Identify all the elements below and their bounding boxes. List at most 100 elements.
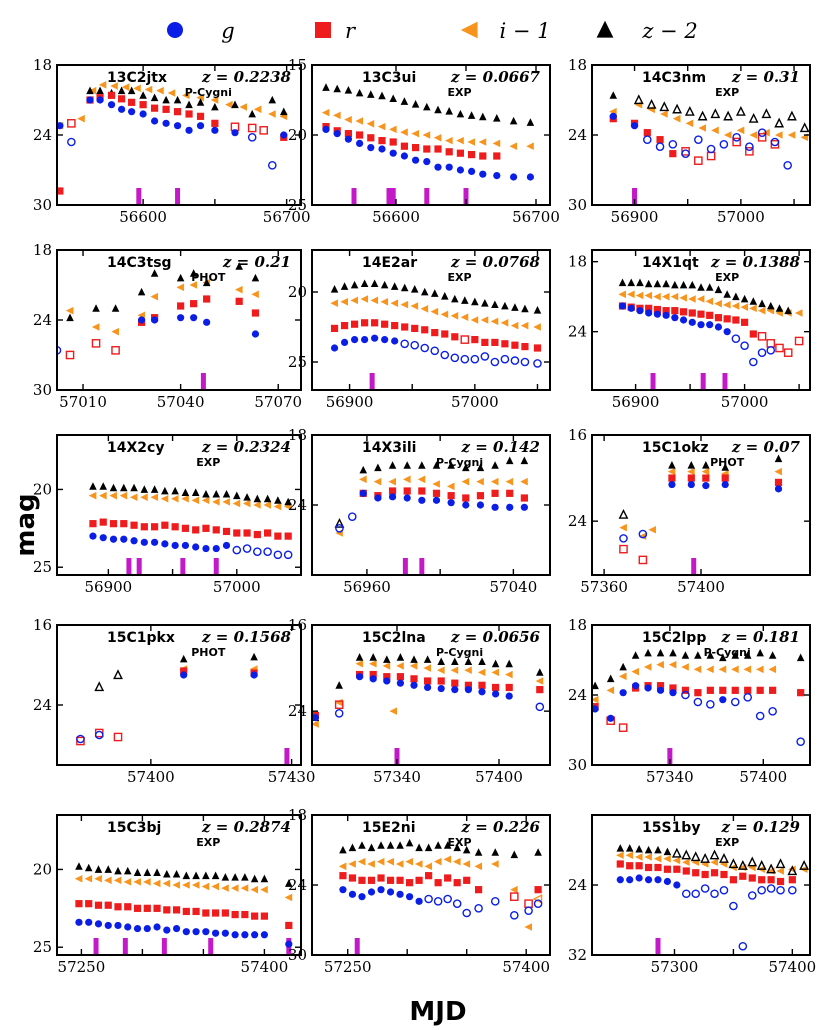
- data-point-i: [510, 885, 518, 894]
- panel-redshift: z = 0.181: [720, 628, 800, 646]
- data-point-g: [377, 886, 385, 894]
- data-point-z: [123, 866, 132, 875]
- spectrum-epoch-marker: [208, 938, 214, 955]
- y-tick-label: 20: [288, 283, 307, 301]
- data-point-r: [701, 870, 709, 879]
- data-point-i: [189, 281, 198, 289]
- spectrum-epoch-marker: [93, 938, 99, 955]
- data-point-z: [171, 486, 179, 495]
- data-point-z: [474, 848, 483, 856]
- data-point-z: [355, 88, 364, 97]
- data-point-r: [756, 686, 764, 694]
- data-point-z: [440, 292, 449, 300]
- data-point-g: [490, 357, 500, 367]
- data-point-r: [391, 322, 399, 330]
- spectrum-epoch-marker: [369, 373, 375, 390]
- data-point-i: [434, 857, 442, 866]
- data-point-z: [509, 116, 518, 125]
- data-point-r: [259, 126, 268, 135]
- data-point-i: [701, 467, 710, 476]
- data-point-z: [396, 653, 405, 661]
- data-point-g: [203, 318, 211, 326]
- x-tick-label: 57360: [580, 578, 628, 596]
- panel-redshift: z = 0.07: [731, 438, 801, 456]
- data-point-i: [698, 124, 707, 132]
- data-point-g: [280, 131, 288, 139]
- data-point-r: [424, 677, 432, 685]
- data-point-g: [89, 532, 97, 540]
- legend-marker-i: [460, 21, 478, 39]
- data-point-r: [196, 112, 205, 120]
- data-point-r: [203, 295, 211, 303]
- data-point-r: [161, 521, 169, 529]
- data-point-r: [797, 689, 805, 697]
- data-point-z: [192, 871, 200, 880]
- x-tick-label: 57040: [490, 578, 538, 596]
- data-point-g: [510, 356, 520, 365]
- data-point-g: [67, 137, 76, 147]
- data-point-z: [434, 841, 442, 849]
- data-point-g: [253, 547, 262, 556]
- data-point-z: [644, 648, 652, 657]
- data-point-r: [421, 326, 429, 334]
- data-point-z: [348, 843, 357, 852]
- data-point-i: [631, 667, 640, 676]
- data-point-z: [697, 283, 705, 291]
- data-point-g: [173, 122, 182, 130]
- data-point-i: [685, 119, 694, 128]
- data-point-r: [120, 520, 128, 528]
- data-point-i: [222, 498, 230, 506]
- data-point-i: [470, 316, 479, 324]
- data-point-z: [491, 659, 500, 668]
- data-point-z: [330, 285, 339, 293]
- data-point-r: [635, 862, 643, 870]
- data-point-i: [212, 498, 220, 506]
- data-point-r: [251, 912, 259, 920]
- data-point-g: [96, 96, 104, 104]
- data-point-g: [396, 679, 404, 687]
- data-point-z: [775, 304, 784, 312]
- data-point-i: [644, 291, 653, 300]
- x-tick-label: 57000: [721, 393, 769, 411]
- data-point-r: [369, 670, 377, 679]
- data-point-i: [133, 84, 141, 93]
- data-point-r: [447, 492, 455, 500]
- data-point-g: [474, 904, 483, 913]
- data-point-g: [774, 485, 783, 493]
- plot-area: [76, 652, 290, 765]
- x-tick-label: 57000: [717, 208, 765, 226]
- data-point-z: [756, 860, 767, 870]
- data-point-z: [231, 100, 239, 109]
- data-point-r: [481, 338, 489, 346]
- y-tick-label: 25: [33, 558, 52, 576]
- data-point-z: [702, 461, 710, 469]
- data-point-r: [128, 98, 136, 106]
- y-tick-label: 24: [568, 323, 587, 341]
- data-point-r: [163, 906, 171, 914]
- data-point-z: [358, 841, 366, 849]
- spectrum-epoch-marker: [180, 558, 186, 575]
- data-point-z: [451, 294, 459, 303]
- data-point-i: [520, 321, 529, 330]
- data-point-r: [731, 686, 739, 694]
- data-point-r: [177, 302, 185, 310]
- data-point-g: [104, 921, 112, 930]
- data-point-g: [400, 152, 408, 160]
- data-point-r: [378, 137, 386, 145]
- y-tick-label: 24: [288, 702, 307, 720]
- data-point-g: [632, 682, 640, 690]
- panel-sn-name: 15C2lna: [362, 630, 426, 646]
- data-point-r: [431, 329, 439, 337]
- data-point-z: [263, 494, 272, 503]
- data-point-z: [420, 287, 429, 296]
- data-point-g: [434, 163, 442, 171]
- data-point-r: [180, 667, 188, 675]
- data-point-g: [192, 928, 200, 936]
- data-point-z: [774, 117, 785, 128]
- data-point-i: [619, 672, 627, 681]
- data-point-r: [85, 900, 93, 908]
- data-point-r: [506, 489, 514, 497]
- data-point-i: [113, 876, 122, 885]
